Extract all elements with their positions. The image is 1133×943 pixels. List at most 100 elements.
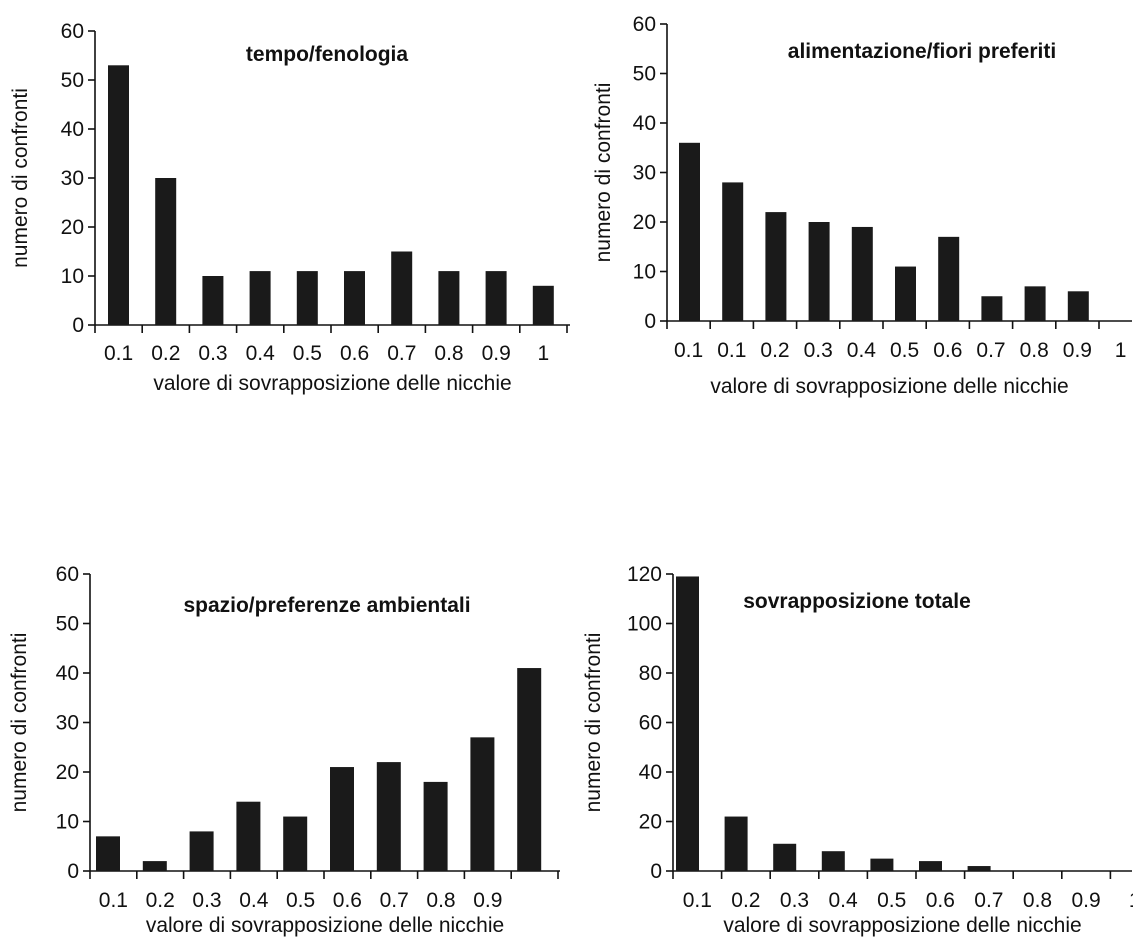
x-tick-label: 0.8 [1020, 339, 1049, 362]
chart-title: spazio/preferenze ambientali [183, 594, 470, 617]
y-tick-label: 100 [627, 613, 662, 636]
x-tick-label: 0.3 [804, 339, 833, 362]
x-tick-label: 0.2 [151, 342, 180, 365]
bar [283, 816, 308, 871]
x-tick-label: 0.4 [239, 889, 269, 912]
x-tick-label: 0.8 [1023, 889, 1052, 912]
x-tick-label: 0.4 [828, 889, 858, 912]
bar [391, 251, 413, 325]
x-tick-label: 0.1 [104, 342, 133, 365]
bar [376, 762, 401, 871]
bar [517, 668, 542, 871]
x-tick-label: 0.2 [731, 889, 760, 912]
y-tick-label: 0 [72, 314, 84, 337]
x-axis-label: valore di sovrapposizione delle nicchie [723, 914, 1081, 937]
bar [722, 182, 744, 321]
bar [870, 858, 894, 871]
y-tick-label: 0 [650, 860, 662, 883]
bar [423, 781, 448, 871]
x-tick-label: 0.8 [426, 889, 455, 912]
x-tick-label: 0.9 [1071, 889, 1100, 912]
x-tick-label: 1 [1129, 889, 1133, 912]
y-tick-label: 30 [61, 167, 84, 190]
x-tick-label: 1 [1115, 339, 1127, 362]
bar [189, 831, 214, 871]
bar [821, 851, 845, 871]
chart-title: alimentazione/fiori preferiti [788, 40, 1056, 63]
y-tick-label: 120 [627, 563, 662, 586]
y-tick-label: 10 [633, 261, 656, 284]
bar [485, 271, 507, 325]
panel-3: spazio/preferenze ambientali 0 10 20 30 40 50 6… [8, 563, 560, 937]
bar [765, 212, 787, 321]
x-tick-label: 0.7 [387, 342, 416, 365]
x-tick-label: 0.5 [286, 889, 315, 912]
y-axis-label: numero di confronti [582, 633, 605, 813]
x-tick-label: 0.1 [674, 339, 703, 362]
y-tick-label: 50 [61, 69, 84, 92]
x-tick-label: 0.5 [890, 339, 919, 362]
bar [296, 271, 318, 325]
x-tick-label: 0.6 [926, 889, 955, 912]
x-tick-label: 0.7 [380, 889, 409, 912]
x-tick-label: 0.5 [293, 342, 322, 365]
x-tick-label: 1 [538, 342, 550, 365]
y-tick-label: 80 [639, 662, 662, 685]
x-axis-label: valore di sovrapposizione delle nicchie [146, 914, 504, 937]
y-tick-label: 30 [633, 162, 656, 185]
bar [851, 226, 873, 321]
y-axis-label: numero di confronti [592, 83, 615, 263]
x-tick-label: 0.3 [192, 889, 221, 912]
bar [919, 861, 942, 871]
y-tick-label: 50 [633, 63, 656, 86]
bar [967, 866, 991, 871]
y-tick-label: 0 [644, 310, 656, 333]
x-tick-label: 0.5 [877, 889, 906, 912]
bar [202, 276, 224, 325]
x-tick-label: 0.6 [333, 889, 362, 912]
bar [724, 816, 748, 871]
x-tick-label: 0.3 [780, 889, 809, 912]
y-axis-label: numero di confronti [8, 633, 31, 813]
y-tick-label: 40 [639, 761, 662, 784]
y-tick-label: 20 [633, 211, 656, 234]
x-tick-label: 0.3 [198, 342, 227, 365]
x-tick-label: 0.1 [717, 339, 746, 362]
x-tick-label: 0.2 [146, 889, 175, 912]
x-tick-label: 0.1 [99, 889, 128, 912]
panel-1: tempo/fenologia 0 10 20 30 40 50 60 0.1 0.2 0.3 0.4… [9, 20, 570, 395]
y-tick-label: 60 [56, 563, 79, 586]
bar [155, 178, 177, 325]
y-axis-label: numero di confronti [9, 88, 32, 268]
y-tick-label: 10 [61, 265, 84, 288]
bar [532, 285, 554, 325]
y-tick-label: 10 [56, 811, 79, 834]
bar [1067, 291, 1089, 321]
panel-2: alimentazione/fiori preferiti 0 10 20 30 40 50… [592, 13, 1132, 398]
x-tick-label: 0.8 [434, 342, 463, 365]
x-tick-label: 0.4 [246, 342, 276, 365]
y-tick-label: 0 [67, 860, 79, 883]
x-tick-label: 0.1 [683, 889, 712, 912]
x-tick-label: 0.6 [933, 339, 962, 362]
x-tick-label: 0.9 [1063, 339, 1092, 362]
chart-title: sovrapposizione totale [743, 590, 971, 613]
chart-title: tempo/fenologia [246, 43, 408, 66]
bar [1024, 286, 1046, 321]
bar [895, 266, 916, 321]
bar [470, 737, 495, 871]
y-tick-label: 20 [639, 811, 662, 834]
x-tick-label: 0.7 [974, 889, 1003, 912]
y-tick-label: 20 [61, 216, 84, 239]
x-axis-label: valore di sovrapposizione delle nicchie [710, 375, 1068, 398]
bar [108, 65, 129, 326]
panel-4: sovrapposizione totale 0 20 40 60 80 100 120 0.1… [582, 563, 1133, 937]
bar [330, 767, 354, 871]
bar [236, 801, 261, 871]
y-tick-label: 40 [56, 662, 79, 685]
y-tick-label: 60 [639, 712, 662, 735]
y-tick-label: 40 [633, 112, 656, 135]
y-tick-label: 20 [56, 761, 79, 784]
x-tick-label: 0.7 [976, 339, 1005, 362]
